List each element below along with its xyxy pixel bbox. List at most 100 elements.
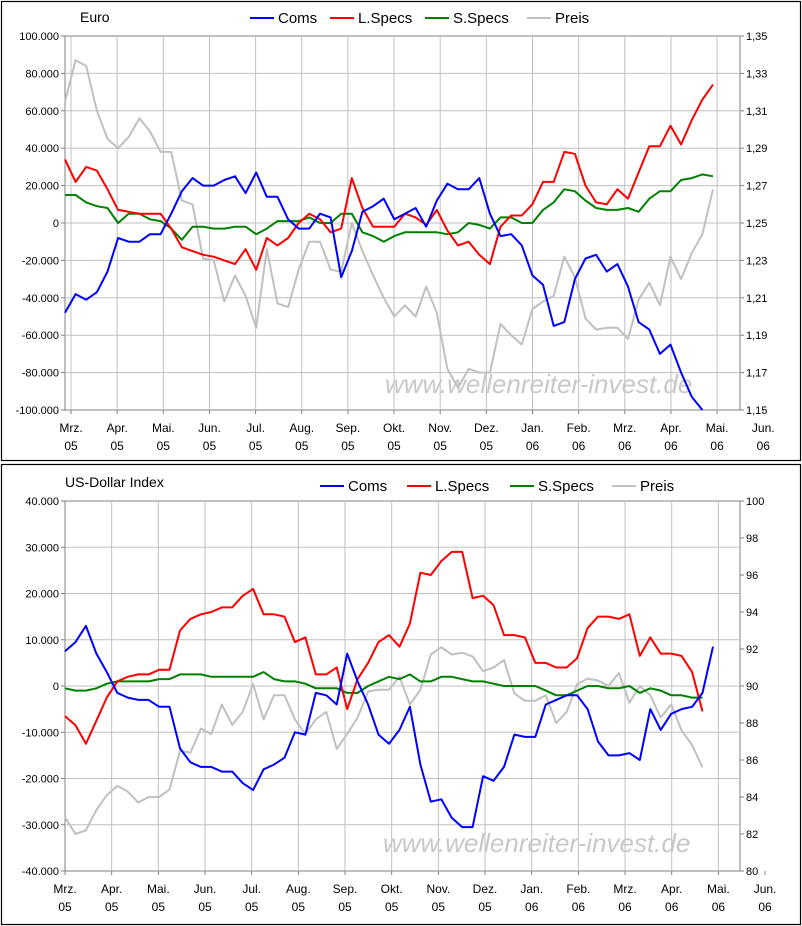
year-label: 05 <box>64 439 78 453</box>
month-label: Feb. <box>566 882 590 896</box>
watermark: www.wellenreiter-invest.de <box>383 828 690 858</box>
year-label: 06 <box>618 439 632 453</box>
year-label: 06 <box>526 439 540 453</box>
month-label: Nov. <box>428 421 452 435</box>
legend-label: Coms <box>278 10 317 27</box>
year-label: 06 <box>710 439 724 453</box>
right-axis-label: 82 <box>746 829 758 841</box>
right-axis-label: 1,27 <box>746 181 767 193</box>
legend: Coms L.Specs S.Specs Preis <box>320 478 674 495</box>
right-axis-label: 86 <box>746 755 758 767</box>
year-label: 05 <box>157 439 171 453</box>
left-axis-label: 30.000 <box>25 542 59 554</box>
series-line-lspecs <box>64 84 714 271</box>
left-axis-label: -20.000 <box>22 774 59 786</box>
right-axis-label: 1,23 <box>746 255 767 267</box>
year-label: 06 <box>618 900 632 914</box>
right-axis-label: 1,29 <box>746 143 767 155</box>
series-line-preis <box>64 646 704 835</box>
year-label: 06 <box>665 900 679 914</box>
chart-title: US-Dollar Index <box>65 474 164 490</box>
left-axis-label: 10.000 <box>25 635 59 647</box>
month-label: Jun. <box>198 421 221 435</box>
year-label: 05 <box>387 439 401 453</box>
month-label: Sep. <box>333 882 358 896</box>
month-label: Mrz. <box>613 882 636 896</box>
left-axis-label: 0 <box>53 218 59 230</box>
series-line-coms <box>64 171 704 411</box>
year-label: 05 <box>480 439 494 453</box>
year-label: 05 <box>152 900 166 914</box>
series-line-preis <box>64 59 714 389</box>
month-label: Dez. <box>473 882 498 896</box>
month-label: Mrz. <box>613 421 636 435</box>
year-label: 05 <box>245 900 259 914</box>
right-axis-label: 84 <box>746 792 758 804</box>
left-axis-label: -20.000 <box>22 255 59 267</box>
year-label: 06 <box>525 900 539 914</box>
month-label: Jul. <box>242 882 261 896</box>
year-label: 05 <box>105 900 119 914</box>
watermark: www.wellenreiter-invest.de <box>385 369 692 399</box>
left-axis-label: 40.000 <box>25 143 59 155</box>
year-label: 05 <box>478 900 492 914</box>
year-label: 06 <box>664 439 678 453</box>
month-label: Mai. <box>706 421 729 435</box>
year-label: 05 <box>385 900 399 914</box>
right-axis-label: 96 <box>746 570 758 582</box>
month-label: Apr. <box>661 882 682 896</box>
year-label: 05 <box>338 900 352 914</box>
right-axis-label: 1,17 <box>746 368 767 380</box>
left-axis-label: 0 <box>53 681 59 693</box>
right-axis-label: 1,15 <box>746 405 767 417</box>
right-axis-label: 1,33 <box>746 68 767 80</box>
series-line-lspecs <box>64 550 704 745</box>
month-label: Mai. <box>147 882 170 896</box>
chart-panel-2: 40.000 30.000 20.000 10.000 0 -10.000 -20.000 -… <box>0 463 802 926</box>
legend-label: Preis <box>640 478 674 495</box>
month-label: Apr. <box>101 882 122 896</box>
month-label: Mai. <box>152 421 175 435</box>
right-axis-label: 94 <box>746 607 758 619</box>
year-label: 05 <box>434 439 448 453</box>
month-label: Mai. <box>707 882 730 896</box>
year-label: 05 <box>110 439 124 453</box>
right-axis-label: 80 <box>746 866 758 878</box>
month-label: Dez. <box>474 421 499 435</box>
year-label: 06 <box>572 439 586 453</box>
right-axis-label: 1,35 <box>746 31 767 43</box>
right-axis-label: 1,21 <box>746 293 767 305</box>
right-axis-label: 1,25 <box>746 218 767 230</box>
month-label: Sep. <box>336 421 361 435</box>
legend-label: S.Specs <box>538 478 594 495</box>
left-axis-label: 40.000 <box>25 496 59 508</box>
month-label: Mrz. <box>53 882 76 896</box>
year-label: 05 <box>292 900 306 914</box>
month-label: Jan. <box>520 882 543 896</box>
left-axis-label: 20.000 <box>25 589 59 601</box>
chart-panel-1: 100.000 80.000 60.000 40.000 20.000 0 -20.000 -… <box>0 0 802 462</box>
year-label: 05 <box>341 439 355 453</box>
year-label: 05 <box>58 900 72 914</box>
panel-border <box>0 0 802 462</box>
month-label: Apr. <box>660 421 681 435</box>
legend: Coms L.Specs S.Specs Preis <box>250 10 589 27</box>
right-axis-label: 90 <box>746 681 758 693</box>
left-axis-label: -40.000 <box>22 866 59 878</box>
series-line-sspecs <box>64 671 703 699</box>
left-axis-label: -100.000 <box>16 405 59 417</box>
legend-label: L.Specs <box>435 478 489 495</box>
left-axis-label: 80.000 <box>25 68 59 80</box>
year-label: 06 <box>758 900 772 914</box>
left-axis-label: -10.000 <box>22 727 59 739</box>
year-label: 06 <box>757 439 771 453</box>
month-label: Nov. <box>426 882 450 896</box>
right-axis-label: 88 <box>746 718 758 730</box>
month-label: Jun. <box>194 882 217 896</box>
month-label: Feb. <box>567 421 591 435</box>
month-label: Jan. <box>521 421 544 435</box>
legend-label: Preis <box>555 10 589 27</box>
left-axis-label: 100.000 <box>19 31 59 43</box>
year-label: 06 <box>572 900 586 914</box>
chart-title: Euro <box>80 9 110 25</box>
